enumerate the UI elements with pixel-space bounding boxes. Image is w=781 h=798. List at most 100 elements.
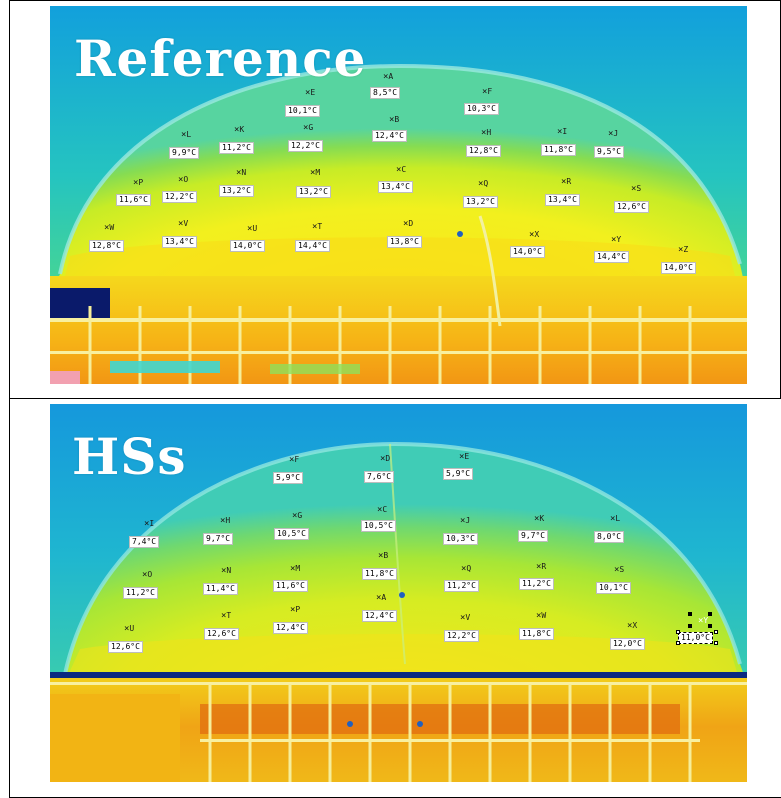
selection-handle[interactable]	[714, 630, 718, 634]
temperature-label: 14,0°C	[230, 240, 265, 252]
measurement-marker: ×E	[305, 88, 316, 98]
temperature-label[interactable]: 11,0°C	[678, 632, 713, 644]
table-row-divider	[9, 398, 781, 399]
temperature-label: 12,2°C	[288, 140, 323, 152]
temperature-label: 10,1°C	[596, 582, 631, 594]
temperature-label: 12,2°C	[162, 191, 197, 203]
temperature-label: 10,3°C	[464, 103, 499, 115]
measurement-marker: ×I	[144, 519, 155, 529]
temperature-label: 12,6°C	[108, 641, 143, 653]
temperature-label: 13,4°C	[378, 181, 413, 193]
measurement-marker: ×K	[234, 125, 245, 135]
temperature-label: 13,4°C	[162, 236, 197, 248]
measurement-marker: ×C	[396, 165, 407, 175]
measurement-marker: ×A	[383, 72, 394, 82]
measurement-marker: ×R	[561, 177, 572, 187]
measurement-marker: ×L	[181, 130, 192, 140]
temperature-label: 13,4°C	[545, 194, 580, 206]
temperature-label: 7,6°C	[364, 471, 395, 483]
measurement-marker: ×W	[104, 223, 115, 233]
selection-handle[interactable]	[676, 630, 680, 634]
measurement-marker: ×A	[376, 593, 387, 603]
measurement-marker[interactable]: ×Y	[698, 616, 709, 626]
measurement-marker: ×P	[133, 178, 144, 188]
measurement-marker: ×G	[292, 511, 303, 521]
measurement-marker: ×D	[403, 219, 414, 229]
measurement-marker: ×S	[614, 565, 625, 575]
measurement-marker: ×N	[221, 566, 232, 576]
temperature-label: 13,2°C	[219, 185, 254, 197]
temperature-label: 12,0°C	[610, 638, 645, 650]
measurement-marker: ×K	[534, 514, 545, 524]
selection-handle[interactable]	[714, 641, 718, 645]
measurement-marker: ×C	[377, 505, 388, 515]
temperature-label: 8,5°C	[370, 87, 401, 99]
selection-handle[interactable]	[688, 624, 692, 628]
temperature-label: 11,6°C	[273, 580, 308, 592]
table-border-left	[9, 0, 10, 798]
temperature-label: 8,0°C	[594, 531, 625, 543]
temperature-label: 9,9°C	[169, 147, 200, 159]
selection-handle[interactable]	[676, 641, 680, 645]
temperature-label: 11,4°C	[203, 583, 238, 595]
temperature-label: 13,8°C	[387, 236, 422, 248]
measurement-marker: ×F	[289, 455, 300, 465]
measurement-marker: ×M	[290, 564, 301, 574]
measurement-marker: ×U	[247, 224, 258, 234]
temperature-label: 11,2°C	[519, 578, 554, 590]
table-border-top	[9, 0, 781, 1]
measurement-marker: ×W	[536, 611, 547, 621]
temperature-label: 13,2°C	[463, 196, 498, 208]
temperature-label: 10,5°C	[274, 528, 309, 540]
measurement-marker: ×U	[124, 624, 135, 634]
measurement-marker: ×Y	[611, 235, 622, 245]
measurement-marker: ×D	[380, 454, 391, 464]
temperature-label: 11,8°C	[362, 568, 397, 580]
measurement-marker: ×F	[482, 87, 493, 97]
temperature-label: 13,2°C	[296, 186, 331, 198]
measurement-marker: ×Z	[678, 245, 689, 255]
temperature-label: 10,5°C	[361, 520, 396, 532]
measurement-marker: ×B	[378, 551, 389, 561]
temperature-label: 14,0°C	[510, 246, 545, 258]
measurement-marker: ×R	[536, 562, 547, 572]
measurement-marker: ×X	[529, 230, 540, 240]
measurement-marker: ×E	[459, 452, 470, 462]
temperature-label: 11,8°C	[519, 628, 554, 640]
measurement-marker: ×O	[178, 175, 189, 185]
temperature-label: 10,3°C	[443, 533, 478, 545]
measurement-marker: ×V	[460, 613, 471, 623]
temperature-label: 12,8°C	[466, 145, 501, 157]
temperature-label: 5,9°C	[443, 468, 474, 480]
measurement-marker: ×M	[310, 168, 321, 178]
measurement-marker: ×O	[142, 570, 153, 580]
selection-handle[interactable]	[708, 624, 712, 628]
temperature-label: 12,2°C	[444, 630, 479, 642]
measurement-marker: ×I	[557, 127, 568, 137]
measurement-marker: ×V	[178, 219, 189, 229]
measurement-marker: ×X	[627, 621, 638, 631]
temperature-label: 12,4°C	[362, 610, 397, 622]
measurement-marker: ×H	[481, 128, 492, 138]
measurement-marker: ×G	[303, 123, 314, 133]
temperature-label: 11,6°C	[116, 194, 151, 206]
temperature-label: 12,4°C	[372, 130, 407, 142]
temperature-label: 12,6°C	[204, 628, 239, 640]
temperature-label: 12,8°C	[89, 240, 124, 252]
temperature-label: 14,4°C	[594, 251, 629, 263]
temperature-label: 11,8°C	[541, 144, 576, 156]
measurement-marker: ×P	[290, 605, 301, 615]
panel-heading-reference: Reference	[74, 29, 367, 88]
temperature-label: 10,1°C	[285, 105, 320, 117]
temperature-label: 14,4°C	[295, 240, 330, 252]
measurement-marker: ×T	[221, 611, 232, 621]
temperature-label: 11,2°C	[444, 580, 479, 592]
temperature-label: 7,4°C	[129, 536, 160, 548]
measurement-marker: ×J	[460, 516, 471, 526]
measurement-marker: ×Q	[461, 564, 472, 574]
measurement-marker: ×H	[220, 516, 231, 526]
measurement-marker: ×L	[610, 514, 621, 524]
selection-handle[interactable]	[708, 612, 712, 616]
temperature-label: 12,4°C	[273, 622, 308, 634]
selection-handle[interactable]	[688, 612, 692, 616]
